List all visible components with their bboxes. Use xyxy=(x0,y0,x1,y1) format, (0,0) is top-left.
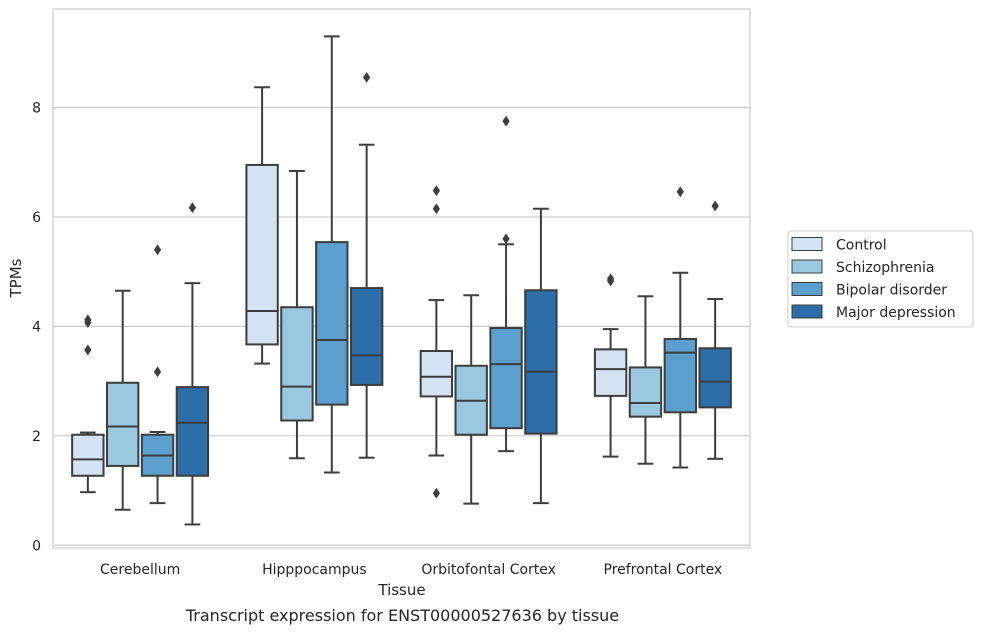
iqr-box xyxy=(663,337,697,414)
iqr-box xyxy=(280,306,314,422)
iqr-box xyxy=(489,327,523,430)
iqr-box xyxy=(106,381,140,467)
outlier-point xyxy=(432,487,440,499)
outlier-point xyxy=(502,115,510,127)
iqr-box xyxy=(419,350,454,398)
outlier-point xyxy=(84,317,92,328)
chart-caption: Transcript expression for ENST0000052763… xyxy=(185,606,620,625)
x-tick-label: Cerebellum xyxy=(100,562,180,578)
iqr-box xyxy=(524,289,558,435)
y-tick-label: 0 xyxy=(32,538,41,554)
legend-frame xyxy=(787,230,974,328)
box-0-2 xyxy=(419,185,454,499)
outlier-point xyxy=(363,72,371,83)
outlier-point xyxy=(188,202,196,214)
box-1-0 xyxy=(106,289,140,511)
outlier-point xyxy=(432,185,440,197)
outlier-point xyxy=(711,200,719,212)
legend-swatch xyxy=(791,237,823,251)
box-0-1 xyxy=(245,86,279,365)
iqr-box xyxy=(349,287,384,386)
x-tick-label: Hipppocampus xyxy=(262,562,367,578)
y-tick-label: 6 xyxy=(32,210,41,226)
iqr-box xyxy=(315,241,349,406)
iqr-box xyxy=(245,163,279,346)
box-3-1 xyxy=(349,72,384,459)
box-groups xyxy=(71,35,732,526)
x-axis-label: Tissue xyxy=(377,581,425,599)
outlier-point xyxy=(153,244,162,256)
legend-label: Major depression xyxy=(836,305,956,321)
x-tick-labels: Cerebellum Hipppocampus Orbitofontal Corte… xyxy=(100,562,722,578)
box-1-3 xyxy=(628,295,663,465)
iqr-box xyxy=(175,386,210,477)
iqr-box xyxy=(593,348,628,397)
legend-label: Control xyxy=(836,238,887,254)
outlier-point xyxy=(84,344,92,356)
outlier-point xyxy=(153,366,162,378)
outlier-point xyxy=(502,233,510,245)
box-3-0 xyxy=(175,202,210,526)
outlier-point xyxy=(607,275,615,287)
box-0-0 xyxy=(71,314,105,494)
box-1-1 xyxy=(280,169,314,460)
box-1-2 xyxy=(454,294,488,505)
legend-label: Bipolar disorder xyxy=(836,283,947,299)
legend-swatch xyxy=(791,259,823,274)
legend: Control Schizophrenia Bipolar disorder Majo… xyxy=(787,230,974,328)
box-2-1 xyxy=(315,35,349,474)
y-tick-label: 4 xyxy=(32,319,41,335)
x-tick-label: Orbitofontal Cortex xyxy=(421,562,556,578)
box-2-2 xyxy=(489,115,523,453)
y-tick-label: 8 xyxy=(32,100,41,116)
iqr-box xyxy=(698,347,732,409)
y-tick-label: 2 xyxy=(32,429,41,445)
legend-swatch xyxy=(791,282,823,296)
iqr-box xyxy=(628,366,663,418)
legend-swatch xyxy=(791,304,823,319)
box-3-3 xyxy=(698,200,732,460)
y-axis-label: TPMs xyxy=(7,258,25,298)
box-2-3 xyxy=(663,186,697,469)
iqr-box xyxy=(71,433,105,477)
outlier-point xyxy=(432,203,440,215)
box-0-3 xyxy=(593,273,628,458)
legend-label: Schizophrenia xyxy=(836,260,934,276)
box-3-2 xyxy=(524,207,558,505)
outlier-point xyxy=(676,186,684,198)
box-2-0 xyxy=(140,244,175,505)
x-tick-label: Prefrontal Cortex xyxy=(604,562,723,578)
y-tick-labels: 0 2 4 6 8 xyxy=(32,100,41,554)
